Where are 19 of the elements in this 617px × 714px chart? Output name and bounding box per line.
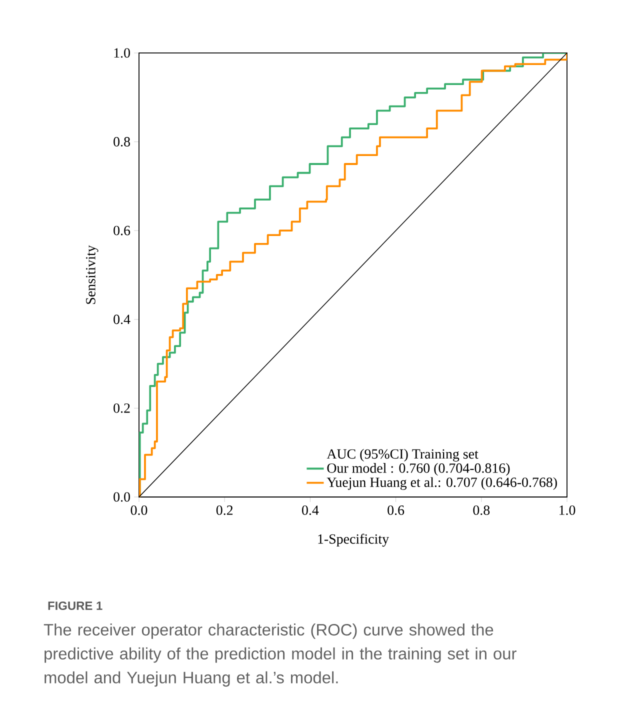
y-tick-label: 0.2 xyxy=(114,403,130,413)
legend-label: Our model : 0.760 (0.704-0.816) xyxy=(327,463,510,476)
legend-label: Yuejun Huang et al.: 0.707 (0.646-0.768) xyxy=(326,477,557,490)
legend-title: AUC (95%CI) Training set xyxy=(326,448,478,462)
text: The receiver operator characteristic (ROC) curve showed the predictive ability of the prediction model in the training set in our model and Yuejun Huang et al.’s model. xyxy=(44,624,516,687)
x-tick-label: 0.8 xyxy=(473,505,490,515)
x-tick-label: 0.6 xyxy=(388,505,404,515)
y-axis-title: Sensitivity xyxy=(86,245,98,304)
y-tick-label: 0.0 xyxy=(114,492,130,502)
y-tick-label: 0.6 xyxy=(114,226,130,236)
x-tick-label: 0.0 xyxy=(130,505,148,515)
caption: FIGURE 1 xyxy=(48,602,102,610)
y-tick-label: 1.0 xyxy=(114,48,130,58)
x-tick-label: 1.0 xyxy=(560,505,576,515)
y-tick-label: 0.8 xyxy=(114,137,130,147)
x-tick-label: 0.4 xyxy=(302,505,319,515)
x-axis-title: 1-Specificity xyxy=(318,534,389,547)
y-tick-label: 0.4 xyxy=(114,314,130,324)
x-tick-label: 0.2 xyxy=(216,505,233,515)
